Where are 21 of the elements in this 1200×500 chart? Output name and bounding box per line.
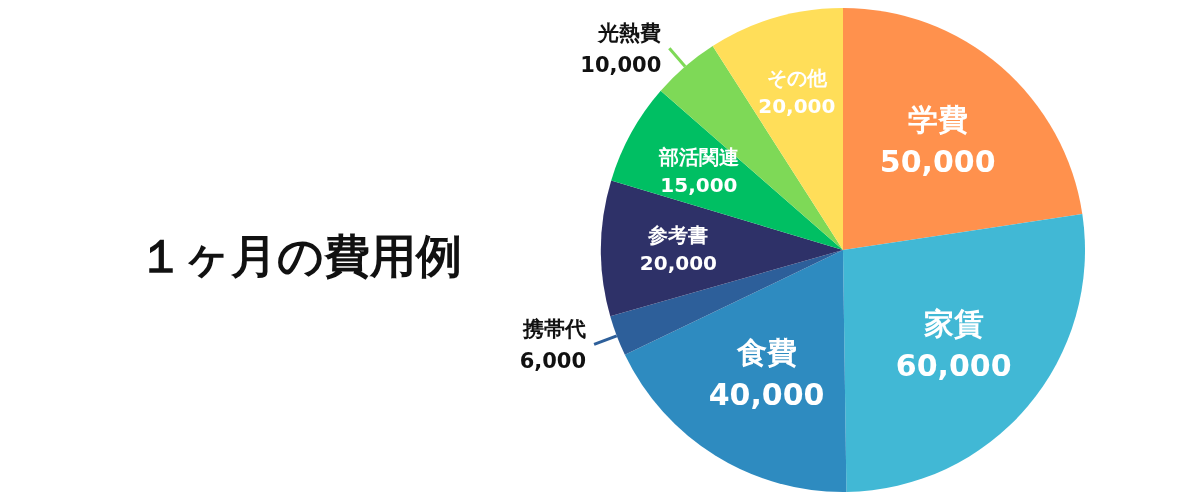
data-label: 10,000	[580, 53, 662, 78]
data-label: 40,000	[708, 377, 825, 413]
slice-label: 食費	[735, 335, 797, 371]
pie-slice	[843, 214, 1085, 492]
data-label: 15,000	[660, 172, 738, 197]
pie-slice	[624, 250, 847, 492]
data-label: 20,000	[758, 94, 836, 119]
data-label: 6,000	[519, 349, 587, 374]
slice-label: 光熱費	[597, 21, 662, 46]
slice-label: 参考書	[647, 223, 709, 248]
slice-label: 学費	[907, 101, 968, 137]
slice-label: 部活関連	[657, 144, 739, 169]
slice-label: 家賃	[923, 305, 984, 341]
pie-slice	[843, 8, 1083, 250]
text: １ヶ月の費用例	[138, 229, 462, 283]
pie-slice	[601, 180, 843, 317]
slice-label: その他	[766, 66, 828, 91]
slice-label: 携帯代	[522, 317, 587, 342]
data-label: 20,000	[639, 251, 718, 276]
data-label: 50,000	[879, 143, 996, 179]
data-label: 60,000	[895, 347, 1012, 383]
